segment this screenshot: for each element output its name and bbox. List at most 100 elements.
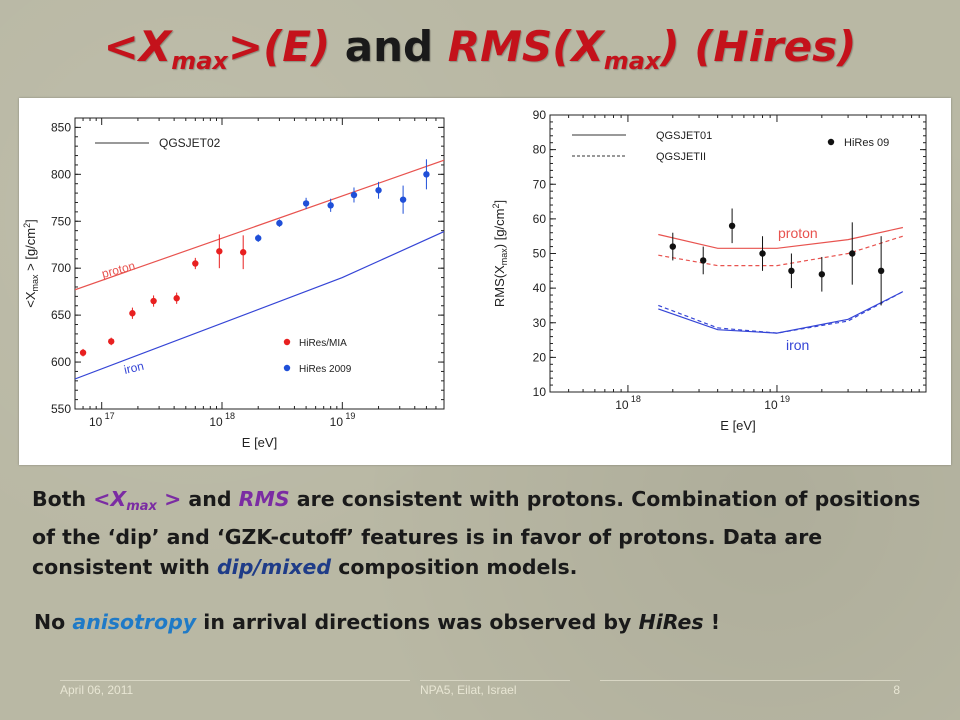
y-axis-label-part: ] xyxy=(492,200,507,204)
body-xmax-end: > xyxy=(156,487,182,511)
data-point xyxy=(700,257,707,264)
proton-line xyxy=(658,235,904,267)
plot-frame xyxy=(549,114,927,393)
x-tick-exponent: 19 xyxy=(345,411,355,421)
iron-curve-label: iron xyxy=(786,337,809,353)
title-part-rms: RMS(X xyxy=(447,22,604,71)
slide-title: <Xmax>(E) and RMS(Xmax) (Hires) xyxy=(0,22,960,75)
data-point xyxy=(216,248,223,255)
title-and: and xyxy=(330,22,448,71)
legend-marker-hires-09 xyxy=(827,138,835,146)
data-point xyxy=(302,200,310,207)
data-point xyxy=(108,338,115,345)
y-tick-label: 60 xyxy=(533,212,547,226)
footer-date: April 06, 2011 xyxy=(60,680,410,699)
title-sub-max-2: max xyxy=(603,47,661,75)
body-xmax-text: <X xyxy=(93,487,127,511)
y-tick-label: 750 xyxy=(51,214,71,228)
body-rms: RMS xyxy=(238,487,290,511)
iron-line xyxy=(658,291,904,334)
conclusion-text: Both <Xmax > and RMS are consistent with… xyxy=(32,484,942,582)
y-axis-label: <Xmax > [g/cm2] xyxy=(22,219,40,308)
y-tick-label: 650 xyxy=(51,308,71,322)
data-point xyxy=(669,243,676,250)
plot-frame xyxy=(74,117,445,410)
title-part-hires: ) (Hires) xyxy=(660,22,857,71)
iron-line xyxy=(75,231,444,380)
x-tick-label: 10 xyxy=(209,415,223,429)
proton-curve-label: proton xyxy=(100,259,136,281)
y-tick-label: 600 xyxy=(51,355,71,369)
x-tick-label: 10 xyxy=(764,398,778,412)
plot-area xyxy=(75,159,444,380)
body-xmax-sub: max xyxy=(126,499,157,514)
y-axis-label-part: <X xyxy=(23,291,38,308)
data-point xyxy=(129,310,136,317)
y-tick-label: 550 xyxy=(51,402,71,416)
data-point xyxy=(877,267,885,275)
note-anisotropy: anisotropy xyxy=(72,610,197,634)
legend-marker-hires-mia xyxy=(283,338,291,346)
y-tick-label: 700 xyxy=(51,261,71,275)
legend-label-hires-mia: HiRes/MIA xyxy=(299,338,347,349)
proton-curve-label: proton xyxy=(778,225,818,241)
x-tick-exponent: 17 xyxy=(105,411,115,421)
note-no: No xyxy=(34,610,73,634)
footer-conference: NPA5, Eilat, Israel xyxy=(420,680,570,699)
y-axis-label: RMS(Xmax) [g/cm2] xyxy=(491,200,509,307)
body-dip-mixed: dip/mixed xyxy=(217,555,332,579)
data-point xyxy=(375,187,382,194)
y-axis-label-part: max xyxy=(30,274,40,292)
x-tick-label: 10 xyxy=(615,398,629,412)
data-point xyxy=(759,250,766,257)
body-and: and xyxy=(181,487,239,511)
iron-line xyxy=(658,291,904,334)
data-point xyxy=(728,222,736,229)
y-axis-label-part: 2 xyxy=(491,203,501,208)
x-tick-label: 10 xyxy=(89,415,103,429)
data-point xyxy=(788,267,795,275)
y-tick-label: 10 xyxy=(533,385,547,399)
iron-curve-label: iron xyxy=(123,359,146,377)
body-rest-1: are consistent with protons. Combination… xyxy=(32,487,921,579)
body-xmax: <Xmax > xyxy=(93,487,182,514)
y-tick-label: 20 xyxy=(533,350,547,364)
y-tick-label: 90 xyxy=(533,108,547,122)
y-tick-label: 50 xyxy=(533,247,547,261)
y-axis-label-part: > [g/cm xyxy=(23,228,38,275)
y-axis-label-part: max xyxy=(499,248,509,266)
proton-line xyxy=(75,159,444,291)
data-point xyxy=(239,249,247,256)
note-mid: in arrival directions was observed by xyxy=(196,610,639,634)
title-part-e: >(E) xyxy=(227,22,331,71)
plot-panel: 550 600 650 700 750 800 850 10 17 10 18 10 19 E [eV] <… xyxy=(19,98,951,465)
y-axis-label-part: 2 xyxy=(22,223,32,228)
y-tick-label: 800 xyxy=(51,167,71,181)
data-point xyxy=(818,271,826,278)
legend-label-hires-09: HiRes 09 xyxy=(844,137,889,149)
data-point xyxy=(79,349,87,356)
y-axis-label-part: ] xyxy=(23,219,38,223)
proton-line xyxy=(658,226,904,249)
data-point xyxy=(173,295,180,302)
x-tick-exponent: 19 xyxy=(780,394,790,404)
x-axis-label: E [eV] xyxy=(720,418,755,433)
footer-page-number: 8 xyxy=(600,680,900,699)
y-tick-label: 40 xyxy=(533,281,547,295)
y-axis-label-part: ) [g/cm xyxy=(492,209,507,249)
data-point xyxy=(255,234,262,242)
data-point xyxy=(276,219,283,227)
x-axis-label: E [eV] xyxy=(242,435,277,450)
y-tick-label: 30 xyxy=(533,316,547,330)
plot-area xyxy=(658,208,904,334)
data-point xyxy=(150,297,157,305)
y-tick-label: 80 xyxy=(533,143,547,157)
data-point xyxy=(350,191,358,199)
data-point xyxy=(423,171,430,178)
x-tick-label: 10 xyxy=(330,415,344,429)
data-point xyxy=(192,260,199,267)
title-sub-max: max xyxy=(171,47,228,75)
legend-label-qgsjetii: QGSJETII xyxy=(656,151,706,163)
